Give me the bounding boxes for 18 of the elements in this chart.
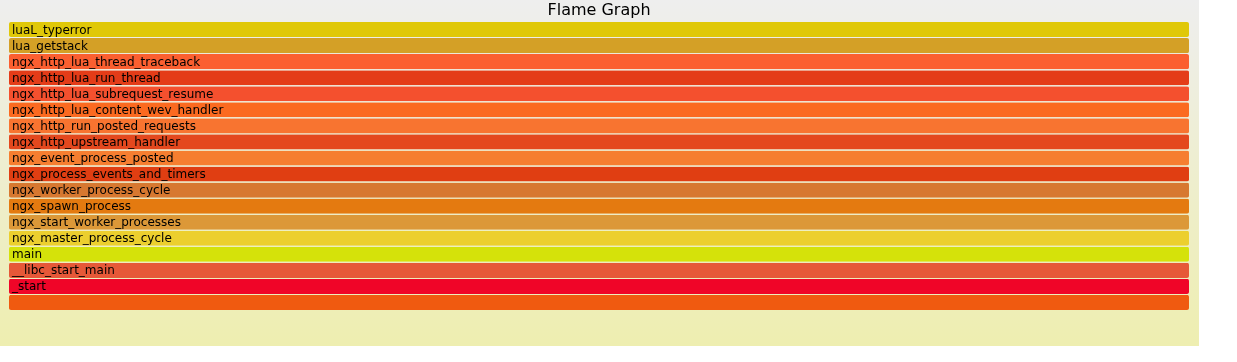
chart-title: Flame Graph	[547, 0, 651, 19]
y-tick-label: ngx_start_worker_processes	[12, 215, 181, 230]
y-tick-label: __libc_start_main	[11, 263, 115, 278]
y-tick-label: ngx_worker_process_cycle	[12, 183, 171, 198]
y-tick-label: ngx_http_upstream_handler	[12, 134, 181, 149]
y-tick-label: ngx_http_lua_thread_traceback	[12, 54, 201, 69]
y-tick-label: ngx_http_lua_content_wev_handler	[12, 102, 224, 117]
y-tick-label: ngx_http_run_posted_requests	[12, 118, 196, 133]
y-tick-label: lua_getstack	[12, 38, 88, 53]
y-tick-label: ngx_spawn_process	[12, 199, 132, 214]
y-tick-label: ngx_http_lua_subrequest_resume	[12, 86, 214, 101]
y-tick-label: ngx_event_process_posted	[12, 150, 174, 165]
y-tick-label: _start	[11, 279, 47, 294]
y-tick-label: main	[12, 247, 42, 262]
y-tick-label: ngx_master_process_cycle	[12, 231, 172, 246]
y-tick-label: ngx_http_lua_run_thread	[12, 70, 161, 85]
y-tick-label: luaL_typerror	[12, 22, 92, 37]
y-tick-label: ngx_process_events_and_timers	[12, 167, 206, 182]
